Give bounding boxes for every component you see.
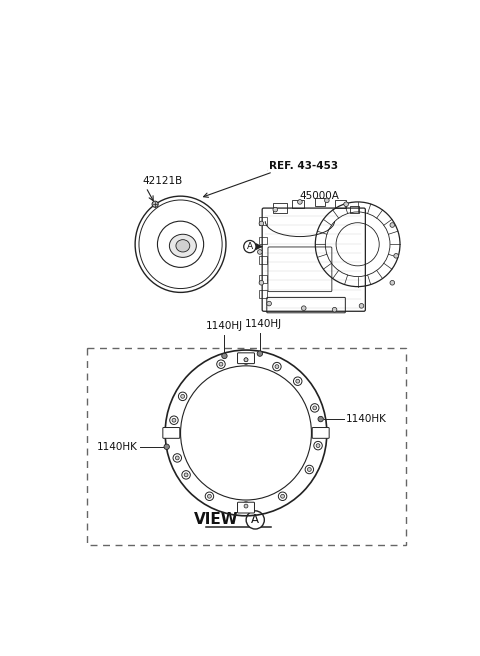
- Ellipse shape: [176, 239, 190, 252]
- Circle shape: [359, 304, 364, 308]
- Circle shape: [301, 306, 306, 310]
- Circle shape: [244, 504, 248, 508]
- Circle shape: [182, 470, 190, 479]
- Circle shape: [179, 392, 187, 401]
- Circle shape: [324, 198, 329, 203]
- Text: REF. 43-453: REF. 43-453: [269, 161, 338, 171]
- Circle shape: [278, 492, 287, 501]
- Bar: [350, 206, 359, 213]
- Text: A: A: [247, 242, 253, 251]
- Circle shape: [273, 207, 277, 212]
- Bar: [292, 200, 304, 208]
- Circle shape: [242, 502, 250, 510]
- Ellipse shape: [157, 221, 204, 268]
- Circle shape: [311, 403, 319, 412]
- FancyBboxPatch shape: [238, 353, 254, 363]
- Circle shape: [172, 419, 176, 422]
- Circle shape: [207, 495, 211, 498]
- Circle shape: [267, 301, 271, 306]
- Circle shape: [390, 281, 395, 285]
- Circle shape: [152, 201, 158, 207]
- Circle shape: [175, 456, 179, 460]
- Circle shape: [170, 416, 178, 424]
- Circle shape: [305, 465, 313, 474]
- Circle shape: [314, 441, 322, 450]
- Circle shape: [273, 362, 281, 371]
- Circle shape: [184, 473, 188, 477]
- FancyBboxPatch shape: [163, 428, 180, 438]
- Circle shape: [296, 379, 300, 383]
- Text: 1140HJ: 1140HJ: [245, 319, 282, 329]
- Bar: [259, 291, 267, 298]
- Circle shape: [257, 351, 263, 356]
- Circle shape: [164, 444, 169, 449]
- Circle shape: [181, 394, 185, 398]
- Circle shape: [244, 358, 248, 361]
- Bar: [259, 256, 267, 264]
- Ellipse shape: [169, 234, 196, 257]
- Circle shape: [258, 250, 262, 255]
- Circle shape: [316, 443, 320, 447]
- Text: VIEW: VIEW: [193, 512, 238, 527]
- Circle shape: [307, 468, 311, 472]
- Bar: [315, 198, 324, 206]
- Circle shape: [394, 253, 398, 258]
- Text: 42121B: 42121B: [142, 176, 182, 186]
- Bar: [336, 200, 346, 208]
- Circle shape: [242, 356, 250, 364]
- Circle shape: [244, 358, 248, 361]
- Circle shape: [281, 495, 285, 498]
- Text: 1140HK: 1140HK: [346, 414, 387, 424]
- Circle shape: [390, 222, 395, 228]
- Circle shape: [173, 454, 181, 462]
- Bar: [259, 237, 267, 244]
- Text: 1140HK: 1140HK: [96, 441, 137, 452]
- Text: 1140HJ: 1140HJ: [206, 321, 243, 331]
- Circle shape: [275, 365, 279, 369]
- Circle shape: [219, 362, 223, 366]
- Bar: [273, 203, 287, 213]
- Circle shape: [318, 417, 324, 422]
- Circle shape: [344, 202, 348, 207]
- Circle shape: [332, 308, 337, 312]
- Circle shape: [313, 406, 317, 410]
- Circle shape: [259, 221, 264, 226]
- FancyBboxPatch shape: [238, 502, 254, 513]
- Circle shape: [259, 281, 264, 285]
- Bar: [259, 217, 267, 225]
- Circle shape: [242, 356, 250, 364]
- Circle shape: [205, 492, 214, 501]
- Circle shape: [298, 199, 302, 204]
- Text: A: A: [251, 514, 259, 526]
- Bar: [86, 348, 406, 544]
- FancyBboxPatch shape: [312, 428, 329, 438]
- Circle shape: [222, 353, 227, 359]
- Circle shape: [217, 360, 225, 369]
- Ellipse shape: [139, 200, 222, 289]
- Text: 45000A: 45000A: [300, 191, 340, 201]
- Circle shape: [293, 377, 302, 386]
- Bar: [259, 275, 267, 283]
